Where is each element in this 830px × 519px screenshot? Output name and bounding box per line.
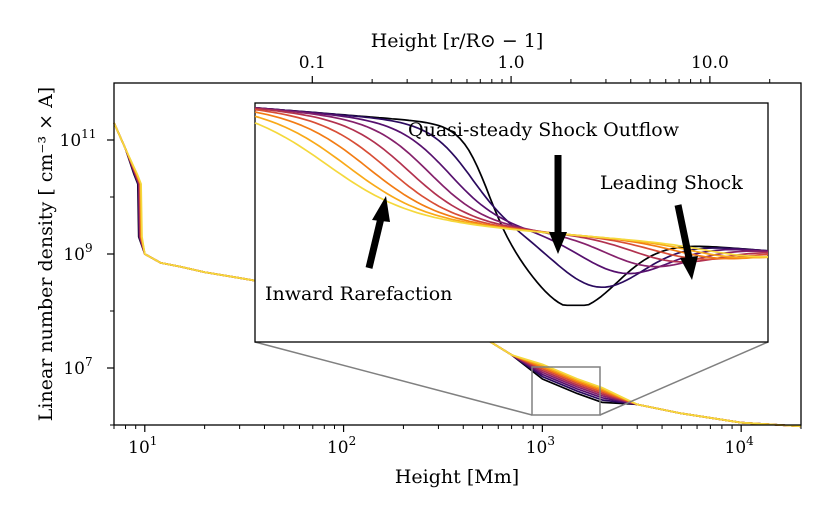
annotation-leading-shock: Leading Shock xyxy=(600,172,743,194)
y-tick-label: 107 xyxy=(63,355,92,379)
y-tick-label: 109 xyxy=(63,241,92,265)
annotation-inward-rarefaction: Inward Rarefaction xyxy=(265,283,452,305)
top-tick-label: 1.0 xyxy=(498,53,525,73)
y-axis-label: Linear number density [ cm⁻³ × A] xyxy=(35,87,57,421)
top-axis-ticks: 0.1 1.0 10.0 xyxy=(299,53,771,83)
arrow-inward-rarefaction xyxy=(365,196,390,269)
annotation-quasi-steady: Quasi-steady Shock Outflow xyxy=(408,119,680,141)
x-tick-label: 104 xyxy=(725,434,755,458)
x-axis-label: Height [Mm] xyxy=(395,466,519,488)
x-tick-label: 103 xyxy=(526,434,555,458)
top-axis-label: Height [r/R⊙ − 1] xyxy=(371,30,544,52)
top-tick-label: 10.0 xyxy=(691,53,729,73)
y-tick-label: 1011 xyxy=(60,127,97,151)
arrow-leading-shock xyxy=(674,204,698,280)
zoom-region-box xyxy=(531,366,601,416)
zoom-connector-right xyxy=(599,341,769,416)
x-tick-label: 102 xyxy=(327,434,356,458)
y-axis-ticks: 107 109 1011 xyxy=(60,127,114,426)
x-axis-ticks: 101 102 103 104 xyxy=(113,425,802,458)
arrow-quasi-steady xyxy=(549,155,567,254)
inset-series-line xyxy=(254,107,769,268)
inset-series-line xyxy=(254,122,769,258)
x-tick-label: 101 xyxy=(128,434,157,458)
top-tick-label: 0.1 xyxy=(299,53,326,73)
zoom-connector-left xyxy=(254,341,533,416)
